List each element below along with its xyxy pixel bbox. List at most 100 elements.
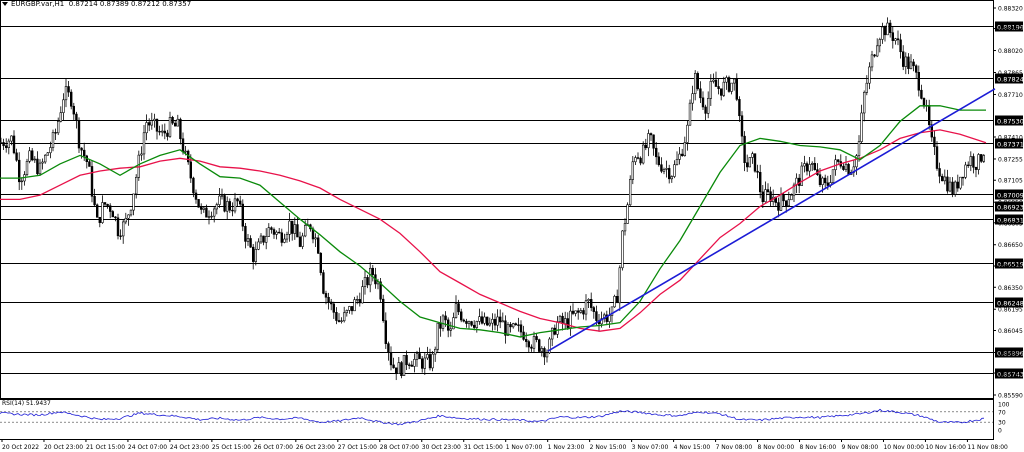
x-tick-label: 21 Oct 15:00	[86, 444, 125, 451]
candle-body	[280, 232, 283, 243]
candle-body	[153, 118, 156, 121]
y-tick-label: 0.86500	[998, 264, 1023, 271]
candle-body	[956, 181, 960, 189]
y-tick-label: 0.85745	[998, 371, 1023, 378]
candle-body	[556, 321, 559, 335]
candle-body	[62, 99, 65, 113]
candle-body	[15, 152, 18, 161]
candle-body	[12, 135, 16, 154]
x-tick-label: 2 Nov 15:00	[590, 444, 627, 451]
candle-body	[961, 176, 965, 179]
candle-body	[969, 156, 973, 166]
candle-body	[509, 324, 512, 328]
candle-body	[730, 82, 733, 92]
y-tick-label: 0.86045	[998, 328, 1023, 335]
candle-body	[420, 358, 424, 369]
candle-body	[441, 315, 445, 329]
candle-body	[868, 66, 871, 84]
candle-body	[920, 89, 923, 99]
candle-body	[2, 142, 5, 147]
candle-body	[314, 237, 317, 240]
candle-body	[38, 162, 42, 175]
candle-body	[80, 147, 83, 151]
candle-body	[301, 235, 304, 247]
candle-body	[712, 79, 715, 82]
level-label: 0.86519	[997, 261, 1024, 269]
candle-body	[462, 319, 465, 322]
candle-body	[431, 353, 434, 369]
candle-body	[836, 159, 840, 162]
candle-body	[566, 318, 570, 328]
candle-body	[891, 32, 895, 41]
candle-body	[870, 54, 874, 68]
candle-body	[5, 145, 8, 148]
candle-body	[379, 281, 382, 300]
candle-body	[979, 154, 983, 162]
candle-body	[407, 364, 411, 366]
candle-body	[626, 204, 629, 224]
candle-body	[389, 352, 393, 366]
candle-body	[174, 122, 177, 127]
candle-body	[818, 174, 822, 186]
candle-body	[758, 172, 762, 193]
candle-body	[657, 156, 661, 166]
y-tick-label: 0.87865	[998, 70, 1023, 77]
candle-body	[106, 203, 109, 207]
candle-body	[98, 216, 102, 223]
candle-body	[647, 133, 650, 149]
y-tick-label: 0.86650	[998, 242, 1023, 249]
candle-body	[332, 303, 335, 313]
candle-body	[896, 38, 900, 41]
candle-body	[293, 224, 296, 234]
candle-body	[470, 321, 473, 326]
candle-body	[226, 201, 229, 212]
candle-body	[298, 236, 302, 247]
level-label: 0.87824	[997, 76, 1024, 84]
candle-body	[189, 161, 192, 179]
candle-body	[722, 81, 726, 96]
candle-body	[613, 295, 616, 308]
candle-body	[766, 189, 770, 193]
candle-body	[355, 299, 359, 301]
candle-body	[974, 166, 978, 170]
candle-body	[587, 299, 590, 302]
time-axis: 20 Oct 2022 20 Oct 23:00 21 Oct 15:00 24 Oc…	[1, 439, 1008, 451]
candle-body	[70, 91, 73, 107]
candle-body	[478, 316, 481, 322]
candle-body	[439, 322, 442, 329]
candle-body	[886, 22, 889, 36]
candle-body	[25, 160, 29, 175]
candle-body	[517, 324, 520, 326]
dropdown-triangle-icon[interactable]	[2, 2, 8, 6]
candle-body	[943, 176, 947, 182]
candle-body	[366, 277, 369, 286]
candle-body	[277, 231, 281, 234]
candle-body	[192, 177, 195, 194]
candle-body	[371, 267, 374, 275]
candle-body	[704, 106, 707, 114]
candle-body	[236, 198, 239, 202]
candle-body	[353, 299, 356, 312]
y-tick-label: 0.87255	[998, 156, 1023, 163]
candle-body	[535, 336, 538, 340]
candle-body	[335, 312, 338, 321]
candle-body	[93, 195, 96, 206]
y-tick-label: 0.88175	[998, 26, 1023, 33]
level-label: 0.86248	[997, 300, 1024, 308]
candle-body	[574, 310, 577, 314]
candle-body	[784, 200, 788, 207]
candle-body	[17, 159, 21, 183]
candle-body	[433, 348, 437, 355]
candle-body	[337, 320, 341, 322]
y-tick-label: 0.87105	[998, 178, 1023, 185]
candle-body	[457, 303, 460, 313]
candle-body	[610, 306, 614, 316]
candle-body	[285, 234, 289, 240]
candle-body	[111, 211, 115, 218]
candle-body	[184, 150, 187, 153]
candle-body	[480, 316, 484, 324]
candle-body	[875, 45, 879, 57]
candle-body	[966, 164, 970, 167]
candle-body	[275, 231, 278, 235]
